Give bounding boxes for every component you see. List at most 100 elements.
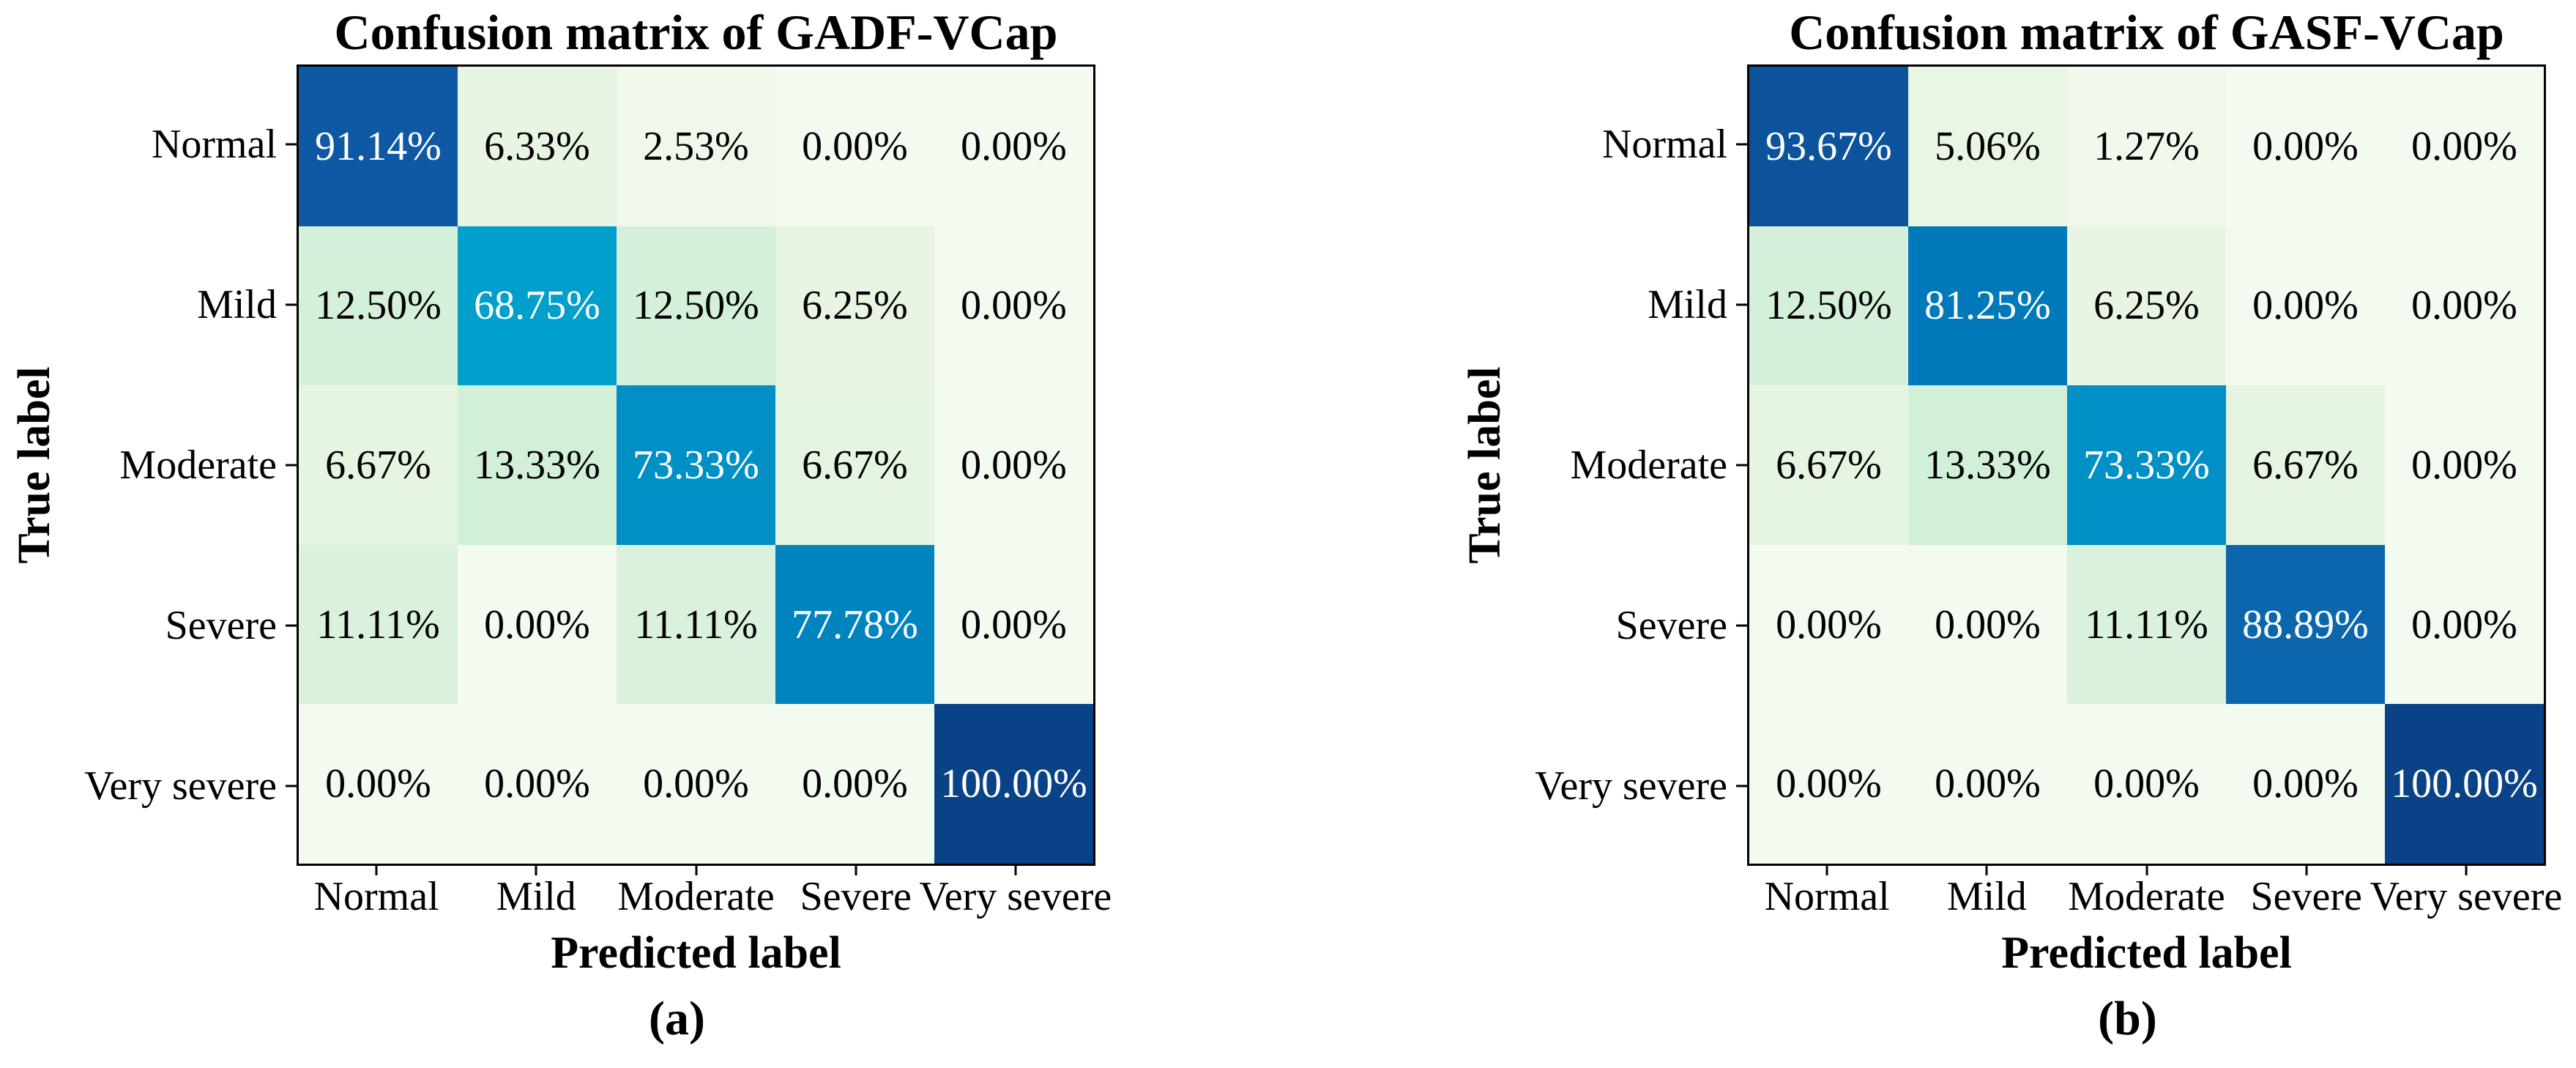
heatmap-cell-r4-c1: 0.00% [1908,704,2067,864]
heatmap-cell-r0-c0: 91.14% [299,67,458,226]
heatmap-cell-r3-c4: 0.00% [934,544,1093,705]
heatmap-cell-r1-c2: 12.50% [617,226,775,386]
heatmap-cell-r2-c2: 73.33% [617,385,775,545]
y-tick-mark [1736,464,1747,467]
heatmap-cell-r4-c3: 0.00% [2226,704,2385,864]
heatmap-cell-r0-c2: 1.27% [2067,67,2226,226]
heatmap-cell-r3-c1: 0.00% [1908,544,2067,705]
heatmap-cell-r2-c3: 6.67% [2226,385,2385,545]
y-axis-label: True label [1460,366,1510,564]
y-tick-label: Normal [151,122,277,168]
x-tick-label: Moderate [2068,874,2225,919]
heatmap-cell-r3-c0: 0.00% [1749,544,1908,705]
y-tick-mark [286,624,297,627]
x-axis-label: Predicted label [2001,928,2292,978]
heatmap-cell-r0-c3: 0.00% [775,67,934,226]
heatmap-cell-r2-c4: 0.00% [2385,385,2544,545]
y-axis-label: True label [10,366,59,564]
x-tick-mark [1985,866,1988,875]
x-tick-mark [2305,866,2308,875]
x-tick-mark [375,866,378,875]
x-tick-label: Very severe [2370,874,2563,919]
y-tick-label: Severe [165,602,277,648]
heatmap-cell-r2-c3: 6.67% [775,385,934,545]
heatmap-cell-r1-c4: 0.00% [934,226,1093,386]
heatmap-cell-r3-c1: 0.00% [458,544,617,705]
heatmap-cell-r4-c0: 0.00% [299,704,458,864]
heatmap-cell-r0-c0: 93.67% [1749,67,1908,226]
x-tick-label: Normal [313,874,439,919]
heatmap-cell-r1-c0: 12.50% [299,226,458,386]
y-tick-label: Severe [1615,602,1727,648]
heatmap-grid: 91.14% 6.33% 2.53% 0.00% 0.00% 12.50% 68.75% 12… [297,64,1095,866]
confusion-matrix-gadf-vcap: Confusion matrix of GADF-VCap True label… [10,5,1112,1043]
heatmap-cell-r0-c4: 0.00% [2385,67,2544,226]
heatmap-cell-r4-c2: 0.00% [2067,704,2226,864]
y-tick-label: Normal [1601,122,1727,168]
heatmap-cell-r1-c0: 12.50% [1749,226,1908,386]
heatmap-cell-r2-c4: 0.00% [934,385,1093,545]
heatmap-cell-r4-c1: 0.00% [458,704,617,864]
heatmap-grid: 93.67% 5.06% 1.27% 0.00% 0.00% 12.50% 81.25% 6.… [1747,64,2546,866]
heatmap-cell-r1-c3: 6.25% [775,226,934,386]
x-tick-label: Normal [1764,874,1890,919]
heatmap-cell-r1-c1: 68.75% [458,226,617,386]
heatmap-cell-r3-c3: 88.89% [2226,544,2385,705]
heatmap-cell-r1-c3: 0.00% [2226,226,2385,386]
confusion-matrix-gasf-vcap: Confusion matrix of GASF-VCap True label… [1460,5,2562,1043]
y-tick-label: Mild [1648,282,1727,328]
y-tick-mark [286,303,297,306]
heatmap-cell-r4-c3: 0.00% [775,704,934,864]
x-tick-mark [1825,866,1828,875]
heatmap-cell-r2-c1: 13.33% [458,385,617,545]
x-tick-mark [535,866,537,875]
x-axis-label: Predicted label [551,928,841,978]
heatmap-cell-r3-c0: 11.11% [299,544,458,705]
heatmap-cell-r2-c2: 73.33% [2067,385,2226,545]
chart-title: Confusion matrix of GADF-VCap [334,4,1058,61]
heatmap-cell-r0-c1: 5.06% [1908,67,2067,226]
x-tick-label: Mild [1946,874,2027,919]
heatmap-cell-r3-c2: 11.11% [617,544,775,705]
y-tick-mark [286,464,297,467]
heatmap-cell-r2-c1: 13.33% [1908,385,2067,545]
x-tick-label: Moderate [617,874,775,919]
x-tick-mark [855,866,857,875]
x-tick-label: Severe [2250,874,2362,919]
x-tick-label: Severe [800,874,912,919]
y-tick-mark [1736,785,1747,787]
x-tick-mark [1014,866,1017,875]
chart-title: Confusion matrix of GASF-VCap [1789,4,2504,61]
subfigure-caption: (b) [2098,992,2157,1045]
y-tick-label: Moderate [119,442,277,488]
y-tick-mark [286,785,297,787]
y-tick-label: Moderate [1570,442,1727,488]
heatmap-cell-r0-c3: 0.00% [2226,67,2385,226]
heatmap-cell-r2-c0: 6.67% [1749,385,1908,545]
heatmap-cell-r4-c4: 100.00% [934,704,1093,864]
heatmap-cell-r1-c1: 81.25% [1908,226,2067,386]
heatmap-cell-r0-c4: 0.00% [934,67,1093,226]
heatmap-cell-r3-c2: 11.11% [2067,544,2226,705]
x-tick-mark [2465,866,2468,875]
y-tick-label: Mild [197,282,277,328]
y-tick-mark [1736,624,1747,627]
x-tick-mark [2145,866,2148,875]
heatmap-cell-r3-c3: 77.78% [775,544,934,705]
subfigure-caption: (a) [649,992,705,1045]
y-tick-mark [286,143,297,146]
x-tick-label: Mild [496,874,576,919]
heatmap-cell-r4-c4: 100.00% [2385,704,2544,864]
heatmap-cell-r4-c2: 0.00% [617,704,775,864]
heatmap-cell-r3-c4: 0.00% [2385,544,2544,705]
heatmap-cell-r2-c0: 6.67% [299,385,458,545]
heatmap-cell-r1-c4: 0.00% [2385,226,2544,386]
heatmap-cell-r4-c0: 0.00% [1749,704,1908,864]
x-tick-label: Very severe [919,874,1112,919]
heatmap-cell-r0-c1: 6.33% [458,67,617,226]
x-tick-mark [695,866,697,875]
y-tick-label: Very severe [1535,763,1727,809]
y-tick-mark [1736,303,1747,306]
heatmap-cell-r1-c2: 6.25% [2067,226,2226,386]
heatmap-cell-r0-c2: 2.53% [617,67,775,226]
